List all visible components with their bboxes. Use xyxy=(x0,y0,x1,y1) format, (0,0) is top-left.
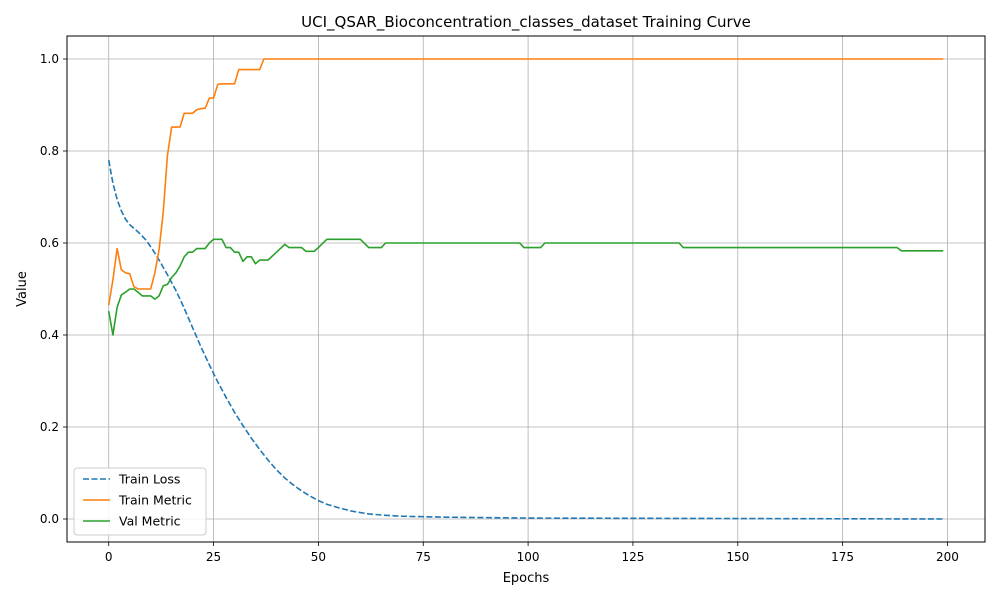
series-line-train-metric xyxy=(107,58,944,306)
plot-frame xyxy=(66,35,986,543)
legend-label: Train Metric xyxy=(118,493,192,508)
y-tick-label: 1.0 xyxy=(40,52,59,66)
x-axis-label: Epochs xyxy=(503,571,550,586)
x-tick-label: 25 xyxy=(206,550,221,564)
grid xyxy=(67,36,985,542)
y-tick-label: 0.6 xyxy=(40,236,59,250)
y-axis-label: Value xyxy=(15,271,30,307)
y-tick-label: 0.8 xyxy=(40,144,59,158)
chart-title: UCI_QSAR_Bioconcentration_classes_datase… xyxy=(301,13,751,32)
axis-ticks: 0 25 50 75 100 125 150 175 200 0.0 0.2 0.4 0.6 0.8 1.0 xyxy=(40,52,959,564)
x-tick-label: 150 xyxy=(726,550,749,564)
y-tick-label: 0.4 xyxy=(40,328,59,342)
x-tick-label: 175 xyxy=(831,550,854,564)
y-tick-label: 0.0 xyxy=(40,512,59,526)
x-tick-label: 100 xyxy=(517,550,540,564)
series-lines xyxy=(107,58,944,520)
legend-label: Val Metric xyxy=(119,514,181,529)
series-line-val-metric xyxy=(107,238,944,336)
x-tick-label: 0 xyxy=(105,550,113,564)
x-tick-label: 125 xyxy=(621,550,644,564)
series-line-train-loss xyxy=(107,160,944,520)
x-tick-label: 75 xyxy=(416,550,431,564)
legend: Train Loss Train Metric Val Metric xyxy=(73,467,207,536)
legend-box xyxy=(73,467,207,536)
x-tick-label: 200 xyxy=(936,550,959,564)
y-tick-label: 0.2 xyxy=(40,420,59,434)
x-tick-label: 50 xyxy=(311,550,326,564)
legend-label: Train Loss xyxy=(118,472,180,487)
